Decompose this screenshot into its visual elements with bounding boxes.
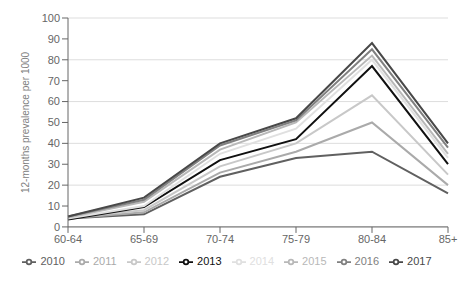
html-text:2016: 2016: [354, 254, 379, 267]
svg-text:75-79: 75-79: [282, 233, 310, 245]
svg-text:70-74: 70-74: [206, 233, 234, 245]
html-text:2015: 2015: [302, 254, 327, 267]
svg-text:40: 40: [48, 137, 60, 149]
svg-text:80-84: 80-84: [358, 233, 386, 245]
svg-text:80: 80: [48, 54, 60, 66]
svg-text:100: 100: [42, 12, 60, 24]
html-text:2013: 2013: [197, 254, 222, 267]
svg-text:85+: 85+: [439, 233, 458, 245]
svg-text:90: 90: [48, 33, 60, 45]
html-text:2012: 2012: [144, 254, 170, 267]
svg-text:0: 0: [54, 221, 60, 233]
html-text:2017: 2017: [407, 254, 432, 267]
svg-text:50: 50: [48, 116, 60, 128]
svg-text:60-64: 60-64: [54, 233, 82, 245]
svg-text:70: 70: [48, 75, 60, 87]
html-text:2010: 2010: [40, 254, 65, 267]
svg-text:65-69: 65-69: [130, 233, 158, 245]
html-text:2014: 2014: [249, 254, 275, 267]
svg-text:12-months prevalence per 1000: 12-months prevalence per 1000: [20, 51, 31, 193]
svg-text:60: 60: [48, 95, 60, 107]
html-text:2011: 2011: [93, 254, 117, 267]
svg-text:30: 30: [48, 158, 60, 170]
svg-text:20: 20: [48, 179, 60, 191]
svg-text:10: 10: [48, 200, 60, 212]
